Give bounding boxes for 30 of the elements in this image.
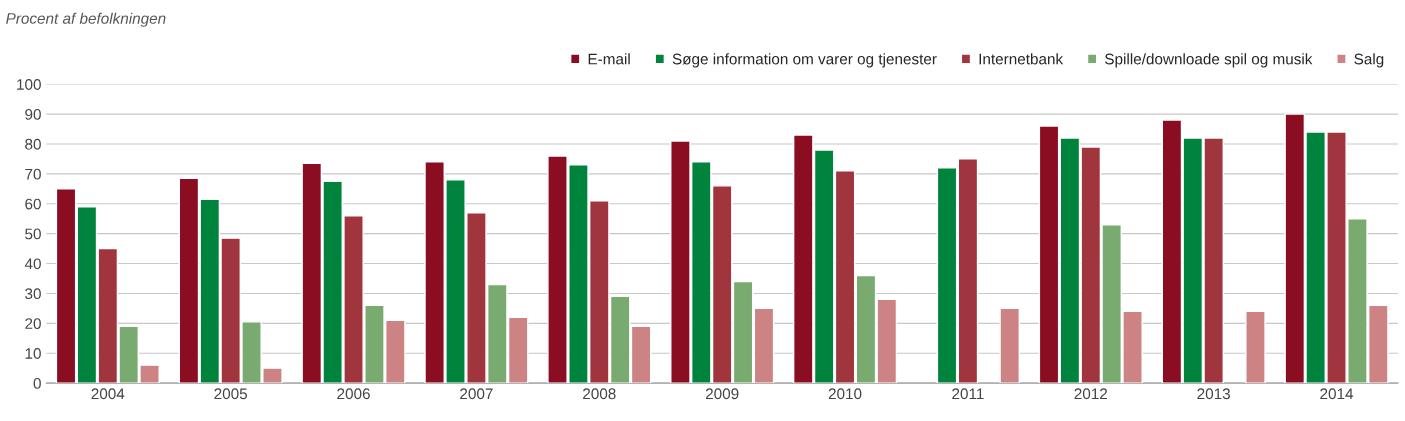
legend-label: E-mail — [588, 53, 630, 65]
x-tick-label: 2008 — [583, 388, 616, 400]
x-tick-label: 2004 — [91, 388, 125, 400]
y-tick-label: 50 — [25, 228, 41, 240]
bar — [1245, 310, 1266, 384]
y-tick-label: 30 — [25, 288, 41, 300]
y-tick-label: 60 — [25, 198, 41, 210]
legend-label: Salg — [1354, 53, 1384, 68]
y-tick-label: 0 — [33, 377, 41, 389]
legend-label: Søge information om varer og tjenester — [672, 53, 937, 68]
x-tick-label: 2014 — [1320, 388, 1354, 400]
x-tick-label: 2012 — [1074, 388, 1108, 400]
chart-title: Procent af befolkningen — [6, 12, 166, 27]
x-tick-label: 2011 — [952, 388, 984, 400]
x-tick-label: 2006 — [337, 388, 370, 400]
bar — [999, 307, 1020, 384]
legend-label: Spille/downloade spil og musik — [1105, 53, 1313, 68]
y-tick-label: 100 — [17, 79, 41, 90]
y-tick-label: 40 — [24, 258, 41, 270]
y-tick-label: 70 — [25, 168, 41, 180]
y-tick-label: 20 — [25, 318, 41, 330]
x-tick-label: 2009 — [705, 388, 739, 400]
y-tick-label: 10 — [25, 348, 41, 359]
y-tick-label: 80 — [25, 138, 41, 150]
y-tick-label: 90 — [25, 108, 41, 120]
x-tick-label: 2013 — [1197, 388, 1230, 400]
x-tick-label: 2005 — [214, 388, 248, 400]
legend-label: Internetbank — [979, 53, 1064, 65]
x-tick-label: 2010 — [828, 388, 862, 400]
x-tick-label: 2007 — [460, 388, 493, 400]
